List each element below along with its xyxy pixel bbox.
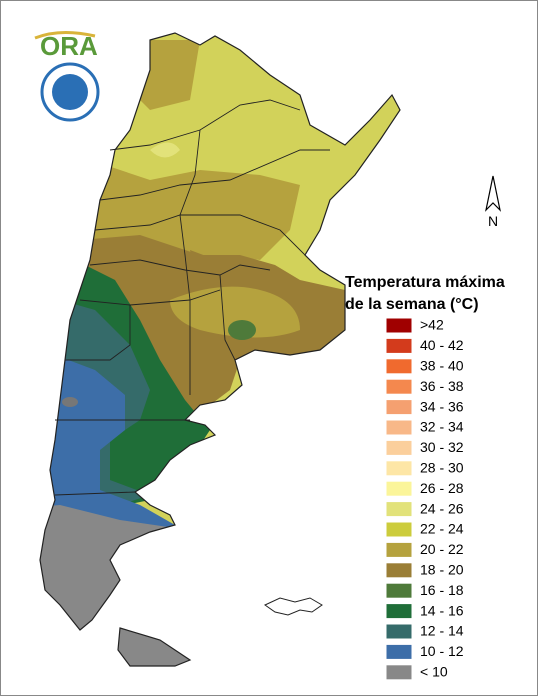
- legend-swatch: [385, 643, 413, 660]
- legend-swatch: [385, 603, 413, 620]
- legend-label: 22 - 24: [420, 521, 464, 537]
- legend-label: 12 - 14: [420, 623, 464, 639]
- legend-label: 32 - 34: [420, 419, 464, 435]
- province-borders: [54, 99, 330, 496]
- legend-title: Temperatura máxima: [345, 274, 505, 291]
- legend-swatch: [385, 358, 413, 375]
- legend-swatch: [385, 439, 413, 456]
- legend-swatch: [385, 562, 413, 579]
- legend-swatch: [385, 399, 413, 416]
- islands: [264, 597, 323, 616]
- country-outline: [39, 32, 401, 667]
- legend: Temperatura máxima de la semana (°C) >42 40…: [345, 274, 505, 681]
- legend-swatch: [385, 460, 413, 477]
- logo-text: ORA: [40, 31, 98, 61]
- legend-label: < 10: [420, 664, 448, 680]
- legend-label: 24 - 26: [420, 500, 464, 516]
- legend-label: 18 - 20: [420, 562, 464, 578]
- legend-label: 14 - 16: [420, 602, 464, 618]
- legend-label: 10 - 12: [420, 643, 464, 659]
- legend-label: 20 - 22: [420, 541, 464, 557]
- legend-swatch: [385, 419, 413, 436]
- legend-swatch: [385, 623, 413, 640]
- legend-swatch: [385, 582, 413, 599]
- emblem-core: [52, 74, 88, 110]
- legend-label: 28 - 30: [420, 460, 464, 476]
- legend-label: 36 - 38: [420, 378, 464, 394]
- north-label: N: [488, 213, 498, 229]
- legend-label: 38 - 40: [420, 358, 464, 374]
- legend-label: 34 - 36: [420, 398, 464, 414]
- legend-swatch: [385, 664, 413, 681]
- legend-swatch: [385, 337, 413, 354]
- legend-label: 40 - 42: [420, 337, 464, 353]
- legend-swatch: [385, 521, 413, 538]
- legend-label: 30 - 32: [420, 439, 464, 455]
- north-arrow: N: [485, 175, 501, 229]
- legend-swatch: [385, 501, 413, 518]
- legend-swatch: [385, 317, 413, 334]
- legend-swatch: [385, 480, 413, 497]
- legend-swatch: [385, 541, 413, 558]
- legend-title: de la semana (°C): [345, 296, 479, 313]
- logo: ORA: [34, 31, 100, 122]
- legend-label: >42: [420, 317, 444, 333]
- legend-swatch: [385, 378, 413, 395]
- legend-label: 16 - 18: [420, 582, 464, 598]
- legend-label: 26 - 28: [420, 480, 464, 496]
